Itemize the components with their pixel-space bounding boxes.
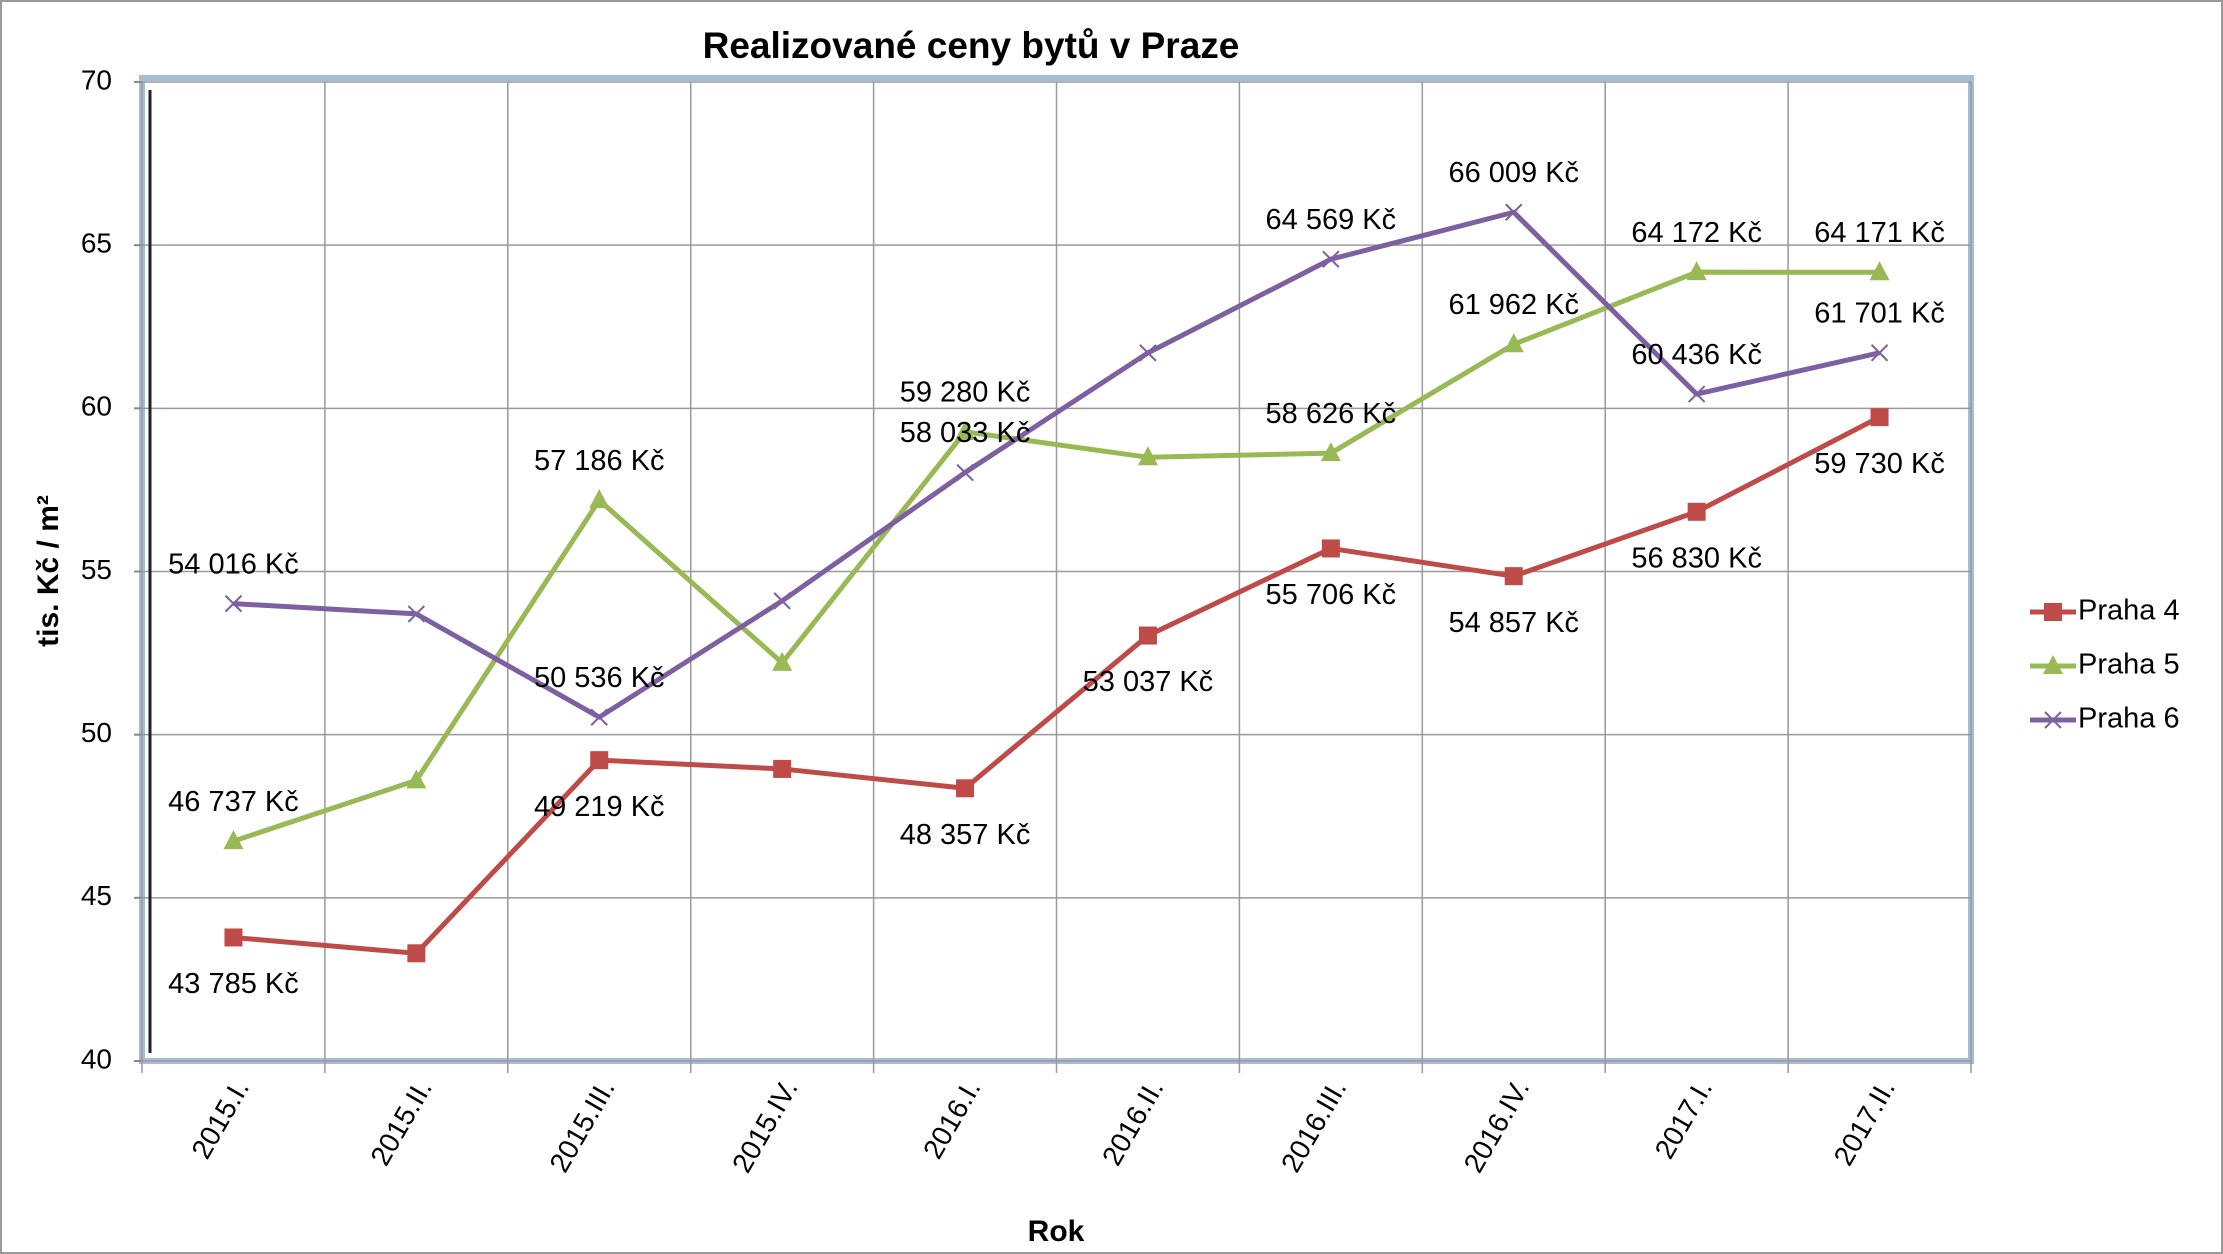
marker bbox=[407, 944, 426, 963]
marker bbox=[223, 830, 244, 850]
data-label: 58 626 Kč bbox=[1266, 398, 1397, 430]
marker bbox=[773, 592, 791, 610]
data-label: 55 706 Kč bbox=[1266, 579, 1397, 611]
marker bbox=[1869, 261, 1890, 281]
marker bbox=[1503, 333, 1524, 353]
series-line bbox=[233, 209, 1881, 720]
marker bbox=[955, 420, 976, 440]
data-label: 59 280 Kč bbox=[900, 376, 1031, 408]
marker bbox=[956, 463, 974, 482]
marker bbox=[224, 928, 243, 947]
marker bbox=[407, 605, 426, 623]
chart-title: Realizované ceny bytů v Praze bbox=[703, 25, 1240, 66]
data-label: 58 033 Kč bbox=[900, 417, 1031, 449]
marker bbox=[1870, 344, 1889, 362]
data-label: 54 016 Kč bbox=[168, 548, 299, 580]
marker bbox=[772, 651, 793, 671]
marker bbox=[773, 759, 792, 778]
y-tick-label: 50 bbox=[81, 717, 112, 748]
marker bbox=[1320, 442, 1341, 462]
y-tick-label: 60 bbox=[81, 391, 112, 422]
marker bbox=[1870, 408, 1889, 427]
marker bbox=[1687, 502, 1706, 521]
marker bbox=[406, 769, 427, 789]
marker bbox=[1137, 446, 1158, 466]
data-label: 48 357 Kč bbox=[900, 819, 1031, 851]
series-line bbox=[233, 414, 1881, 956]
data-label: 49 219 Kč bbox=[534, 791, 665, 823]
marker bbox=[1687, 385, 1706, 403]
data-label: 64 172 Kč bbox=[1631, 217, 1762, 249]
marker bbox=[1504, 567, 1523, 586]
marker bbox=[1139, 344, 1157, 362]
marker bbox=[956, 779, 975, 798]
data-label: 59 730 Kč bbox=[1814, 448, 1945, 480]
marker bbox=[224, 594, 243, 613]
data-label: 43 785 Kč bbox=[168, 968, 299, 1000]
marker bbox=[1321, 539, 1340, 558]
x-axis-label: Rok bbox=[1028, 1215, 1085, 1248]
data-label: 46 737 Kč bbox=[168, 786, 299, 818]
legend-label: Praha 4 bbox=[2078, 595, 2180, 627]
y-tick-label: 70 bbox=[81, 64, 112, 95]
data-label: 54 857 Kč bbox=[1448, 607, 1579, 639]
legend-label: Praha 5 bbox=[2078, 649, 2180, 681]
data-label: 50 536 Kč bbox=[534, 662, 665, 694]
data-label: 57 186 Kč bbox=[534, 445, 665, 477]
marker bbox=[1686, 261, 1707, 281]
y-tick-label: 45 bbox=[81, 880, 112, 911]
data-label: 64 171 Kč bbox=[1814, 217, 1945, 249]
series-line bbox=[232, 269, 1880, 844]
data-label: 56 830 Kč bbox=[1631, 542, 1762, 574]
data-label: 60 436 Kč bbox=[1631, 339, 1762, 371]
data-label: 53 037 Kč bbox=[1083, 666, 1214, 698]
marker bbox=[2044, 603, 2062, 621]
y-tick-label: 55 bbox=[81, 554, 112, 585]
y-tick-label: 40 bbox=[81, 1043, 112, 1074]
data-label: 61 701 Kč bbox=[1814, 297, 1945, 329]
marker bbox=[590, 751, 609, 770]
y-tick-label: 65 bbox=[81, 228, 112, 259]
marker bbox=[1138, 626, 1157, 645]
data-label: 64 569 Kč bbox=[1266, 204, 1397, 236]
data-label: 61 962 Kč bbox=[1448, 289, 1579, 321]
marker bbox=[2044, 711, 2062, 729]
legend-label: Praha 6 bbox=[2078, 703, 2180, 735]
marker bbox=[1505, 203, 1523, 221]
marker bbox=[589, 489, 610, 509]
marker bbox=[2043, 655, 2063, 674]
y-axis-label: tis. Kč / m² bbox=[32, 495, 65, 647]
data-label: 66 009 Kč bbox=[1448, 157, 1579, 189]
marker bbox=[590, 708, 608, 726]
marker bbox=[1322, 250, 1340, 268]
